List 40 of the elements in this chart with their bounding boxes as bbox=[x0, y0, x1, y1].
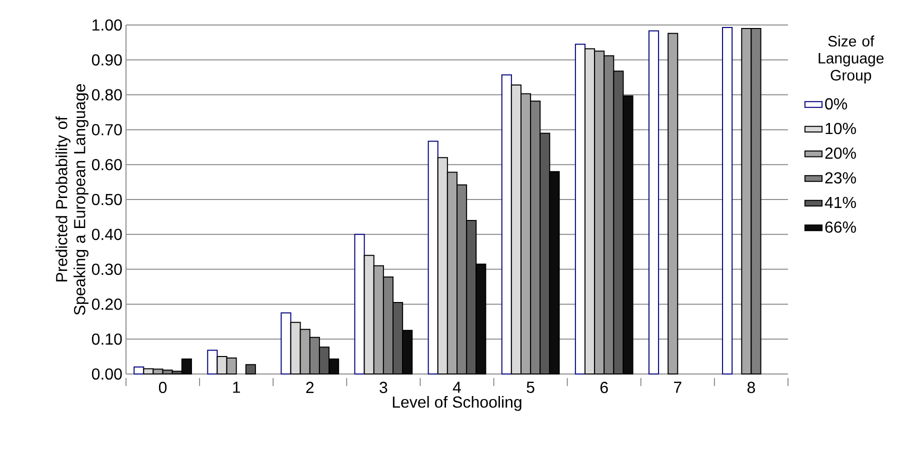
y-tick-label: 0.50 bbox=[92, 194, 122, 206]
y-tick-label: 0.70 bbox=[92, 124, 122, 136]
x-tick-label: 2 bbox=[306, 382, 314, 393]
bar bbox=[134, 366, 144, 374]
y-axis-title: Predicted Probability of Speaking a European Language bbox=[56, 84, 88, 315]
y-tick-label: 0.60 bbox=[92, 158, 122, 170]
x-tick-label: 4 bbox=[452, 382, 461, 393]
legend-label: 41% bbox=[824, 196, 856, 208]
x-tick-label: 3 bbox=[380, 382, 388, 394]
bar bbox=[648, 30, 660, 374]
bar bbox=[245, 364, 256, 374]
y-tick-label: 0.00 bbox=[92, 368, 122, 380]
bar bbox=[574, 44, 586, 374]
x-tick-label: 6 bbox=[600, 382, 608, 394]
y-tick-label: 1.00 bbox=[92, 19, 122, 31]
legend-label: 10% bbox=[826, 122, 856, 134]
legend-label: 23% bbox=[825, 172, 856, 184]
y-tick-label: 0.30 bbox=[92, 264, 122, 275]
x-tick-label: 8 bbox=[747, 382, 755, 394]
bar bbox=[428, 140, 438, 374]
bar bbox=[207, 350, 218, 374]
y-tick-label: 0.20 bbox=[92, 298, 122, 310]
bar bbox=[722, 26, 733, 374]
bar bbox=[354, 234, 365, 374]
x-tick-label: 0 bbox=[158, 382, 167, 394]
legend-label: 20% bbox=[825, 148, 856, 159]
y-tick-label: 0.10 bbox=[92, 333, 122, 345]
x-axis-title: Level of Schooling bbox=[392, 396, 522, 411]
x-tick-label: 1 bbox=[233, 382, 240, 393]
legend-label: 0% bbox=[825, 98, 848, 110]
bar bbox=[501, 74, 512, 374]
y-tick-label: 0.80 bbox=[92, 89, 122, 100]
x-tick-label: 7 bbox=[674, 382, 682, 393]
bar bbox=[668, 32, 678, 374]
x-tick-label: 5 bbox=[526, 382, 534, 393]
y-tick-label: 0.90 bbox=[92, 54, 122, 66]
legend-title: Size of Language Group bbox=[818, 36, 884, 84]
legend-label: 66% bbox=[825, 221, 856, 233]
y-tick-label: 0.40 bbox=[92, 228, 122, 240]
bar bbox=[280, 312, 292, 374]
